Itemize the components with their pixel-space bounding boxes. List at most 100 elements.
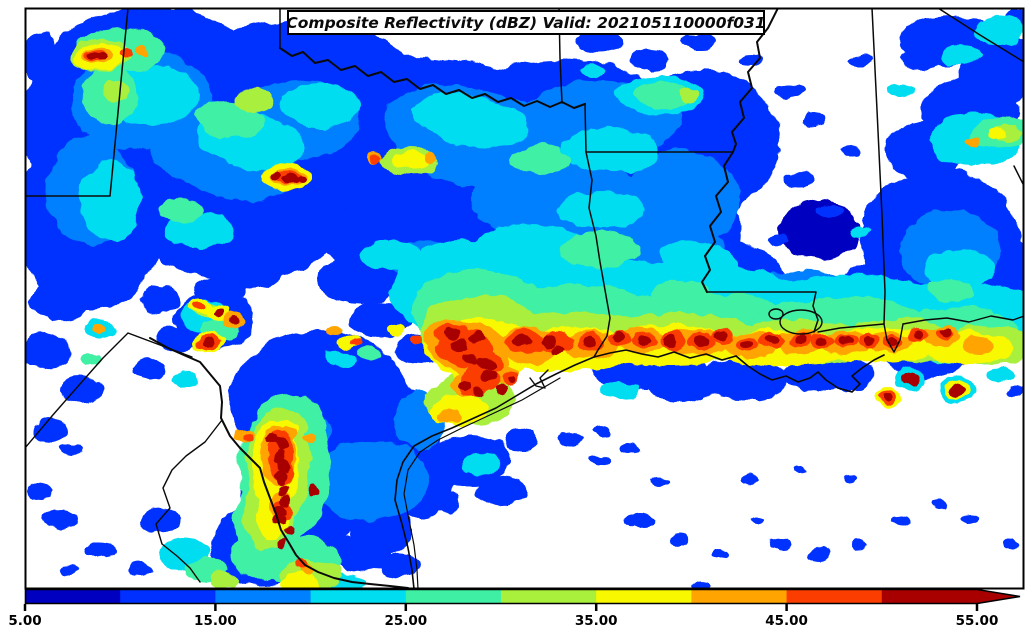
precip-cell [351, 339, 363, 347]
precip-cell [592, 425, 608, 435]
precip-cell [890, 514, 910, 526]
precip-cell [211, 307, 225, 317]
precip-cell [420, 488, 460, 512]
precip-cell [560, 128, 660, 172]
lake-outline [779, 309, 823, 335]
precip-cell [101, 80, 129, 100]
colorbar-segment [691, 589, 788, 604]
colorbar-tick-label: 45.00 [765, 613, 808, 629]
precip-cell [988, 369, 1012, 381]
precip-cell [886, 83, 914, 97]
precip-cell [578, 64, 602, 76]
colorbar-tick-label: 5.00 [8, 613, 41, 629]
precip-cell [460, 455, 500, 475]
colorbar: 5.00 15.00 25.00 35.00 45.00 55.00 [8, 588, 1021, 629]
map-frame [24, 7, 1025, 590]
precip-cell [690, 360, 790, 400]
precip-cell [950, 383, 966, 397]
precip-cell [280, 83, 360, 127]
state-boundary [584, 103, 587, 153]
precip-cell [753, 516, 767, 524]
precip-cell [692, 335, 708, 345]
precip-cell [510, 146, 570, 174]
precip-cell [848, 54, 872, 66]
precip-cell [285, 525, 295, 535]
precip-cell [233, 88, 277, 112]
precip-cell [670, 534, 690, 546]
state-boundary [701, 9, 779, 293]
precip-cell [765, 337, 779, 347]
precip-cell [555, 192, 645, 228]
precip-cell [611, 331, 625, 341]
state-boundary [883, 323, 904, 353]
precip-cell [803, 114, 827, 126]
state-boundary [26, 332, 193, 448]
precip-cell [780, 200, 860, 260]
precip-cell [770, 539, 790, 551]
precip-cell [280, 573, 320, 588]
colorbar-segment [25, 589, 121, 604]
precip-cell [785, 173, 815, 187]
precip-cell [913, 332, 923, 340]
precip-cell [444, 326, 460, 338]
precip-cell [284, 173, 296, 183]
precip-cell [756, 144, 784, 156]
precip-cell [271, 171, 283, 181]
precip-cell [80, 160, 140, 240]
precip-cell [30, 280, 90, 320]
precip-cell [60, 376, 100, 404]
colorbar-segment [501, 589, 597, 604]
precip-cell [941, 326, 953, 336]
precip-cell [989, 128, 1007, 140]
precip-cell [903, 372, 919, 384]
precip-cell [626, 512, 654, 528]
precip-cell [140, 286, 180, 314]
precip-cell [540, 334, 556, 346]
precip-cell [60, 444, 80, 456]
precip-cell [741, 339, 755, 349]
precip-cell [265, 215, 335, 265]
precip-cell [119, 48, 133, 58]
colorbar-tick-label: 15.00 [194, 613, 237, 629]
precip-cell [394, 152, 430, 170]
precip-cell [975, 15, 1023, 45]
precip-cell [32, 418, 68, 442]
precip-cell [940, 45, 980, 65]
precip-cell [275, 437, 289, 449]
state-boundary [938, 9, 1023, 63]
precip-cell [620, 444, 640, 456]
precip-cell [462, 354, 478, 366]
state-boundary [529, 369, 549, 389]
precip-cell [325, 351, 355, 369]
precip-cell [768, 234, 792, 246]
state-boundary [585, 151, 611, 358]
colorbar-arrow [977, 589, 1020, 604]
precip-cell [210, 572, 240, 588]
precip-cell [816, 204, 844, 216]
precip-cell [193, 301, 205, 309]
colorbar-tick-label: 55.00 [956, 613, 999, 629]
precip-cell [742, 475, 758, 485]
precip-cell [472, 387, 484, 397]
precip-cell [714, 331, 726, 339]
precip-cell [816, 338, 828, 346]
precip-cell [358, 348, 382, 362]
state-boundary [26, 9, 129, 197]
precip-cell [137, 47, 149, 57]
precip-cell [425, 153, 439, 163]
precip-cell [843, 476, 857, 484]
precip-cell [663, 335, 677, 345]
precip-cell [676, 88, 700, 102]
precip-cell [885, 393, 895, 401]
precip-cell [78, 353, 102, 367]
precip-cell [549, 345, 563, 355]
precip-cell [310, 440, 430, 520]
colorbar-segment [310, 589, 407, 604]
state-boundary [902, 315, 1023, 325]
precip-cell [26, 32, 58, 88]
precip-cell [28, 483, 52, 497]
precip-cell [295, 175, 305, 183]
precip-cell [969, 137, 981, 145]
precip-cell [851, 540, 869, 550]
